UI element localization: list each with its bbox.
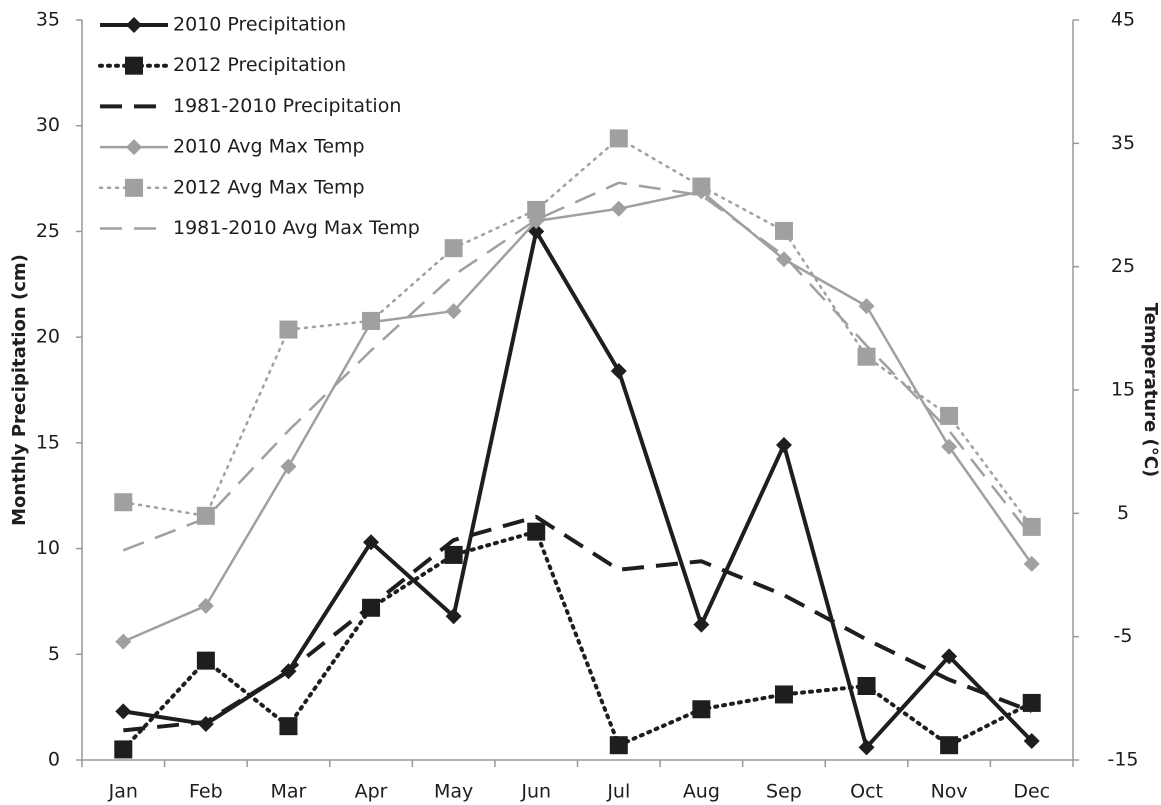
y2-tick-label: 5 [1117, 502, 1129, 524]
data-point [1023, 555, 1040, 572]
x-tick-label: Aug [683, 781, 720, 803]
data-point [775, 251, 792, 268]
y-tick-label: 20 [36, 326, 60, 348]
y-axis-title: Monthly Precipitation (cm) [9, 254, 30, 526]
data-point [610, 362, 627, 379]
data-point [692, 700, 711, 719]
data-point [114, 493, 133, 512]
y2-tick-label: 35 [1111, 132, 1135, 154]
series-line [122, 137, 1033, 529]
data-point [444, 545, 463, 564]
data-point [114, 740, 133, 759]
y-tick-label: 10 [36, 537, 60, 559]
x-tick-label: Sep [766, 781, 802, 803]
data-point [857, 347, 876, 366]
legend-label: 2010 Precipitation [173, 14, 346, 36]
data-point [610, 200, 627, 217]
legend-marker [125, 56, 143, 75]
data-point [115, 703, 132, 720]
data-point [1022, 693, 1041, 712]
y2-tick-label: 45 [1111, 9, 1135, 31]
legend-label: 1981-2010 Avg Max Temp [173, 217, 420, 239]
x-tick-label: Oct [850, 781, 883, 803]
y2-tick-label: 25 [1111, 255, 1135, 277]
data-point [1022, 517, 1041, 536]
data-point [940, 736, 959, 755]
data-point [1023, 732, 1040, 749]
data-point [527, 522, 546, 541]
series-line [122, 181, 1033, 552]
x-tick-label: Nov [931, 781, 968, 803]
legend-label: 2012 Avg Max Temp [173, 176, 365, 198]
data-point [774, 685, 793, 704]
legend-marker [126, 139, 142, 156]
data-point [775, 436, 792, 453]
y-tick-label: 0 [48, 749, 60, 771]
legend-label: 2012 Precipitation [173, 54, 346, 76]
data-point [609, 129, 628, 148]
legend-label: 1981-2010 Precipitation [173, 95, 401, 117]
data-point [857, 677, 876, 695]
series-line [123, 514, 1033, 733]
data-point [279, 717, 298, 736]
data-point [196, 506, 215, 525]
legend-marker [126, 17, 142, 33]
data-point [197, 597, 214, 614]
series-line [121, 529, 1034, 752]
series-line [122, 229, 1034, 750]
series-line [122, 190, 1033, 643]
data-point [363, 534, 380, 551]
data-point [940, 406, 959, 425]
data-point [444, 239, 463, 258]
y-tick-label: 25 [36, 220, 60, 242]
legend-label: 2010 Avg Max Temp [173, 136, 365, 158]
data-point [527, 200, 546, 219]
data-point [774, 221, 793, 240]
data-point [445, 303, 462, 320]
x-tick-label: May [434, 781, 473, 803]
data-point [362, 311, 381, 330]
data-point [941, 648, 958, 665]
y2-tick-label: 15 [1111, 379, 1135, 401]
x-tick-label: Dec [1013, 781, 1050, 803]
x-tick-label: Mar [271, 781, 307, 803]
data-point [528, 223, 545, 240]
data-point [445, 608, 462, 625]
legend-marker [125, 178, 143, 197]
data-point [115, 633, 132, 650]
y-tick-label: 35 [36, 9, 60, 31]
data-point [279, 320, 298, 339]
data-point [693, 616, 710, 633]
data-point [858, 298, 875, 315]
y2-tick-label: -15 [1107, 749, 1138, 771]
x-tick-label: Feb [189, 781, 223, 803]
data-point [196, 651, 215, 670]
x-tick-label: Apr [355, 781, 388, 803]
y-tick-label: 5 [48, 643, 60, 665]
y-tick-label: 30 [36, 114, 60, 136]
x-tick-label: Jan [108, 781, 138, 803]
x-tick-label: Jul [606, 781, 630, 803]
data-point [692, 177, 711, 196]
data-point [941, 438, 958, 455]
x-tick-label: Jun [520, 781, 551, 803]
y2-axis-title: Temperature (°C) [1140, 303, 1161, 477]
y2-tick-label: -5 [1114, 625, 1133, 647]
y-tick-label: 15 [36, 431, 60, 453]
data-point [280, 458, 297, 475]
data-point [858, 739, 875, 756]
data-point [609, 736, 628, 755]
